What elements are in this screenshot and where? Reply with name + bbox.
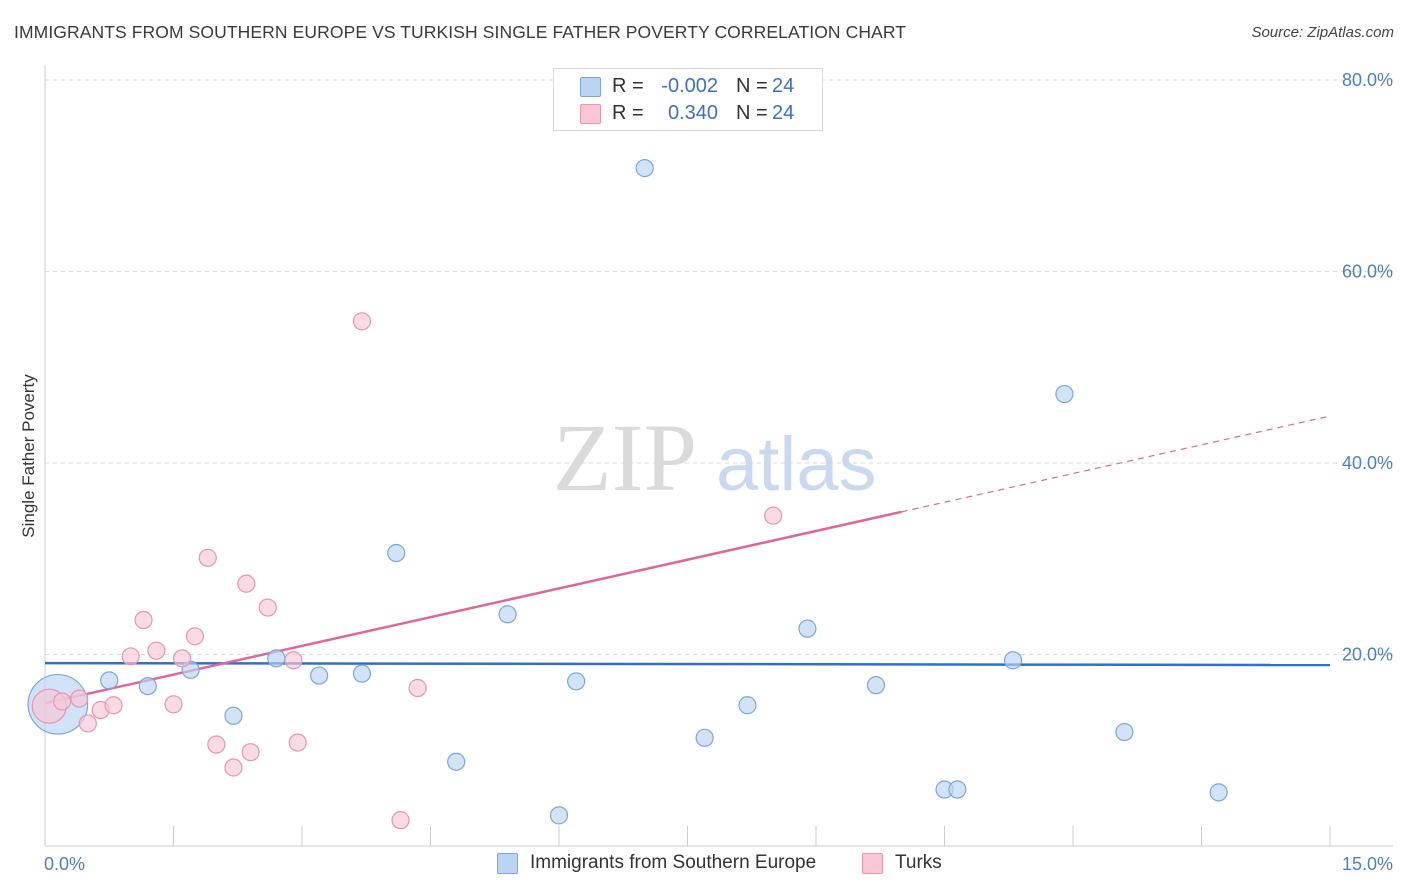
r-label: R =	[612, 102, 644, 124]
data-point-pink	[284, 651, 303, 670]
data-point-pink	[408, 678, 427, 698]
data-point-pink	[172, 649, 192, 668]
data-point-pink	[121, 647, 140, 666]
pink-swatch	[580, 104, 601, 124]
data-point-blue	[100, 671, 119, 690]
data-point-blue	[310, 666, 329, 685]
r-value: -0.002	[661, 75, 718, 97]
legend-label-turks: Turks	[895, 852, 942, 873]
data-point-blue	[224, 706, 243, 725]
data-point-pink	[78, 714, 97, 733]
n-label: N =	[736, 102, 768, 124]
legend-label-immigrants: Immigrants from Southern Europe	[530, 852, 817, 873]
data-point-blue	[695, 728, 714, 747]
trend-line-extension-pink	[901, 415, 1331, 513]
data-point-blue	[866, 676, 886, 695]
legend-row-pink: R = 0.340 N = 24	[554, 101, 822, 127]
data-point-pink	[352, 312, 372, 331]
data-point-pink	[53, 692, 72, 711]
data-point-pink	[70, 689, 89, 708]
data-point-pink	[164, 695, 183, 714]
n-label: N =	[736, 75, 768, 97]
data-point-pink	[147, 641, 166, 660]
data-point-blue	[267, 649, 286, 668]
data-point-pink	[134, 610, 153, 630]
y-tick-label: 40.0%	[1342, 453, 1393, 473]
data-point-blue	[387, 543, 406, 563]
data-point-pink	[207, 735, 226, 754]
data-point-blue	[1115, 722, 1134, 742]
data-point-blue	[138, 676, 157, 696]
data-point-blue	[798, 619, 817, 638]
watermark: ZIP atlas	[553, 404, 877, 511]
trend-line-blue	[44, 661, 1331, 667]
y-tick-label: 60.0%	[1342, 262, 1393, 282]
data-point-blue	[567, 672, 586, 691]
data-point-blue	[1003, 651, 1023, 670]
watermark-zip: ZIP	[553, 404, 697, 511]
x-tick-label: 0.0%	[44, 854, 85, 874]
data-point-blue	[635, 158, 654, 178]
data-point-blue	[1209, 783, 1228, 802]
y-tick-label: 80.0%	[1342, 70, 1393, 90]
data-point-pink	[288, 733, 307, 752]
source-credit: Source: ZipAtlas.com	[1251, 24, 1394, 41]
data-point-pink	[198, 548, 217, 567]
x-tick-label: 15.0%	[1342, 854, 1393, 874]
data-point-blue	[1055, 384, 1074, 404]
y-tick-labels: 20.0% 40.0% 60.0% 80.0%	[1342, 70, 1393, 665]
data-points	[27, 158, 1228, 830]
r-value: 0.340	[667, 102, 718, 124]
data-point-blue	[447, 752, 466, 771]
data-point-pink	[391, 811, 410, 830]
data-point-pink	[104, 696, 123, 715]
data-point-blue	[549, 806, 569, 825]
data-point-pink	[764, 506, 783, 525]
pink-swatch	[862, 853, 883, 874]
data-point-pink	[224, 758, 243, 777]
data-point-pink	[241, 743, 260, 762]
r-label: R =	[612, 75, 644, 97]
data-point-blue	[738, 696, 757, 715]
chart-title: IMMIGRANTS FROM SOUTHERN EUROPE VS TURKI…	[14, 22, 907, 42]
x-tick-labels: 0.0% 15.0%	[44, 854, 1393, 874]
watermark-atlas: atlas	[716, 422, 877, 507]
y-tick-label: 20.0%	[1342, 645, 1393, 665]
n-value: 24	[772, 75, 795, 97]
data-point-pink	[258, 598, 277, 617]
blue-swatch	[580, 77, 601, 97]
y-axis-label: Single Father Poverty	[19, 374, 38, 538]
n-value: 24	[772, 102, 795, 124]
grid-lines	[45, 79, 1393, 655]
correlation-legend: R = -0.002 N = 24 R = 0.340 N = 24	[553, 68, 823, 131]
data-point-blue	[498, 605, 517, 624]
axes	[44, 66, 1393, 847]
data-point-pink	[237, 574, 256, 593]
data-point-pink	[185, 627, 205, 646]
data-point-blue	[352, 664, 372, 683]
data-point-blue	[948, 780, 967, 799]
trend-line-pink	[44, 510, 902, 705]
legend-row-blue: R = -0.002 N = 24	[554, 74, 822, 100]
blue-swatch	[497, 853, 518, 874]
